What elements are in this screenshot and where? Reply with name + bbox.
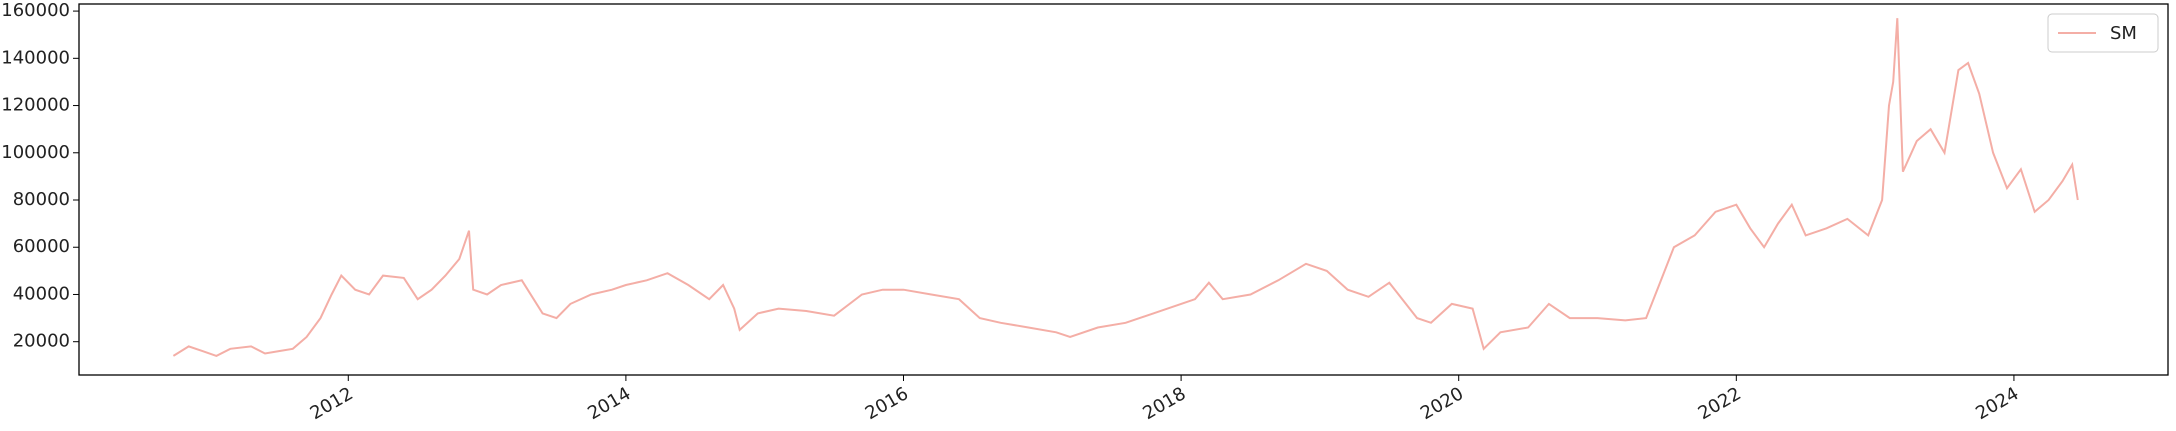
x-tick-label: 2016: [862, 383, 912, 424]
series-line: [172, 18, 2079, 357]
legend-label: SM: [2110, 23, 2137, 44]
legend-box: [2047, 13, 2159, 53]
x-tick-label: 2022: [1695, 383, 1745, 424]
y-tick-label: 80000: [13, 189, 70, 210]
x-tick-label: 2018: [1139, 383, 1189, 424]
plot-frame: [78, 3, 2169, 376]
x-tick-label: 2020: [1417, 383, 1467, 424]
legend: SM: [2047, 13, 2159, 53]
y-tick-label: 20000: [13, 331, 70, 352]
y-tick-label: 40000: [13, 283, 70, 304]
y-tick-label: 140000: [1, 47, 70, 68]
y-tick-label: 60000: [13, 236, 70, 257]
x-tick-label: 2024: [1972, 383, 2022, 424]
y-tick-label: 160000: [1, 0, 70, 21]
y-tick-label: 120000: [1, 95, 70, 116]
y-tick-label: 100000: [1, 142, 70, 163]
x-tick-label: 2014: [584, 383, 634, 424]
x-tick-label: 2012: [307, 383, 357, 424]
